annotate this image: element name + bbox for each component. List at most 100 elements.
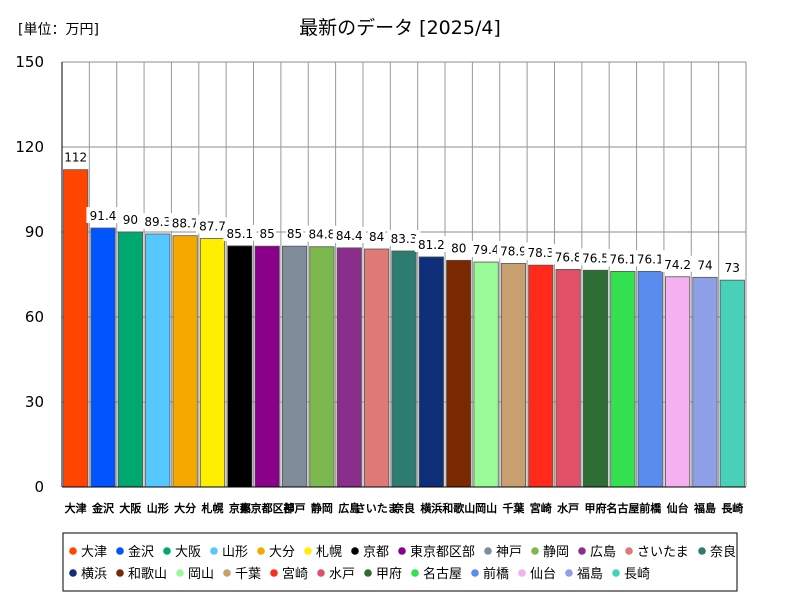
data-label-bg [332, 226, 366, 243]
legend-marker [210, 547, 218, 555]
x-tick-label: さいたま [355, 502, 399, 515]
legend-label: 前橋 [483, 566, 509, 582]
data-label-bg [469, 241, 503, 258]
bar [199, 238, 226, 488]
data-label: 73 [725, 261, 740, 275]
x-tick-label: 福島 [693, 501, 716, 515]
data-label: 91.4 [90, 209, 117, 223]
data-label: 81.2 [418, 238, 445, 252]
bar [227, 245, 253, 488]
x-tick-label: 大津 [65, 501, 87, 515]
x-tick-label: 名古屋 [606, 501, 639, 515]
legend-marker [484, 547, 492, 555]
data-label-bg [387, 229, 421, 246]
bar [309, 246, 335, 488]
legend-marker [531, 547, 539, 555]
legend-marker [518, 569, 526, 577]
bar [637, 270, 663, 488]
data-label: 76.5 [582, 251, 609, 265]
x-tick-label: 奈良 [392, 501, 415, 515]
data-label: 78.9 [500, 244, 527, 258]
bar [610, 270, 636, 488]
legend-label: 静岡 [543, 545, 569, 560]
x-tick-label: 宮崎 [530, 501, 552, 515]
bar [63, 169, 89, 488]
legend-marker [471, 569, 479, 577]
legend-label: さいたま [637, 545, 689, 560]
x-tick-label: 長崎 [721, 501, 743, 515]
legend-label: 大阪 [175, 545, 201, 560]
data-label: 76.8 [555, 250, 582, 264]
y-tick-label: 30 [25, 393, 44, 411]
data-label: 76.1 [637, 252, 664, 266]
x-tick-label: 千葉 [502, 501, 525, 515]
y-tick-label: 150 [15, 53, 44, 71]
bar [692, 276, 718, 488]
data-label: 85 [260, 227, 275, 241]
data-label-bg [195, 217, 230, 234]
legend-marker [612, 569, 620, 577]
legend-label: 神戸 [496, 545, 522, 560]
legend-label: 和歌山 [128, 567, 167, 582]
data-label: 85 [287, 227, 302, 241]
legend-marker [411, 569, 419, 577]
bar [528, 264, 554, 488]
legend-label: 奈良 [710, 544, 736, 560]
data-label-bg [524, 244, 558, 261]
legend-label: 大分 [269, 545, 295, 560]
bar [90, 227, 116, 488]
data-label-bg [414, 235, 448, 252]
legend-marker [69, 547, 77, 555]
bars [63, 169, 745, 488]
legend-label: 仙台 [530, 567, 556, 582]
x-tick-label: 静岡 [311, 501, 333, 515]
legend-label: 水戸 [329, 567, 355, 582]
y-axis-ticks: 0 30 60 90 120 150 [15, 53, 44, 496]
data-label: 87.7 [199, 220, 226, 234]
data-label: 78.3 [527, 246, 554, 260]
legend-marker [116, 547, 124, 555]
data-label-bg [86, 207, 120, 224]
legend-marker [223, 569, 231, 577]
x-tick-label: 甲府 [585, 501, 607, 515]
x-tick-label: 横浜 [420, 501, 442, 515]
data-label-bg [723, 259, 742, 276]
bar [172, 235, 198, 488]
bar [555, 268, 581, 488]
x-tick-label: 札幌 [200, 501, 223, 515]
legend-marker [116, 569, 124, 577]
bar [665, 276, 691, 488]
x-tick-label: 大阪 [119, 501, 142, 515]
x-tick-label: 山形 [147, 501, 169, 515]
data-label: 88.7 [172, 217, 199, 231]
legend-label: 長崎 [624, 567, 650, 582]
x-tick-label: 前橋 [639, 501, 662, 515]
chart-title: 最新のデータ [2025/4] [299, 17, 501, 39]
legend-label: 甲府 [376, 567, 402, 582]
grid [62, 61, 746, 488]
data-label: 85.1 [226, 227, 253, 241]
bar [336, 247, 362, 488]
y-tick-label: 90 [25, 223, 44, 241]
x-tick-label: 大分 [174, 501, 196, 515]
data-labels: 112 91.4 90 89.3 88.7 87.785.1 85 85 84.8 84.4 84 8… [62, 148, 742, 276]
axes [61, 62, 747, 488]
data-label-bg [696, 256, 714, 273]
legend-marker [317, 569, 325, 577]
data-label: 80 [451, 241, 466, 255]
unit-label: [単位：万円] [18, 22, 99, 38]
data-label: 74 [697, 258, 712, 272]
data-label: 84.8 [309, 228, 336, 242]
bar [446, 259, 472, 488]
legend-label: 札幌 [316, 544, 342, 560]
legend-label: 金沢 [128, 544, 154, 560]
bar [473, 261, 499, 488]
data-label: 83.3 [391, 232, 418, 246]
legend-label: 大津 [81, 545, 107, 560]
legend-box [62, 532, 738, 592]
legend-marker [364, 569, 372, 577]
data-label-bg [449, 239, 468, 256]
